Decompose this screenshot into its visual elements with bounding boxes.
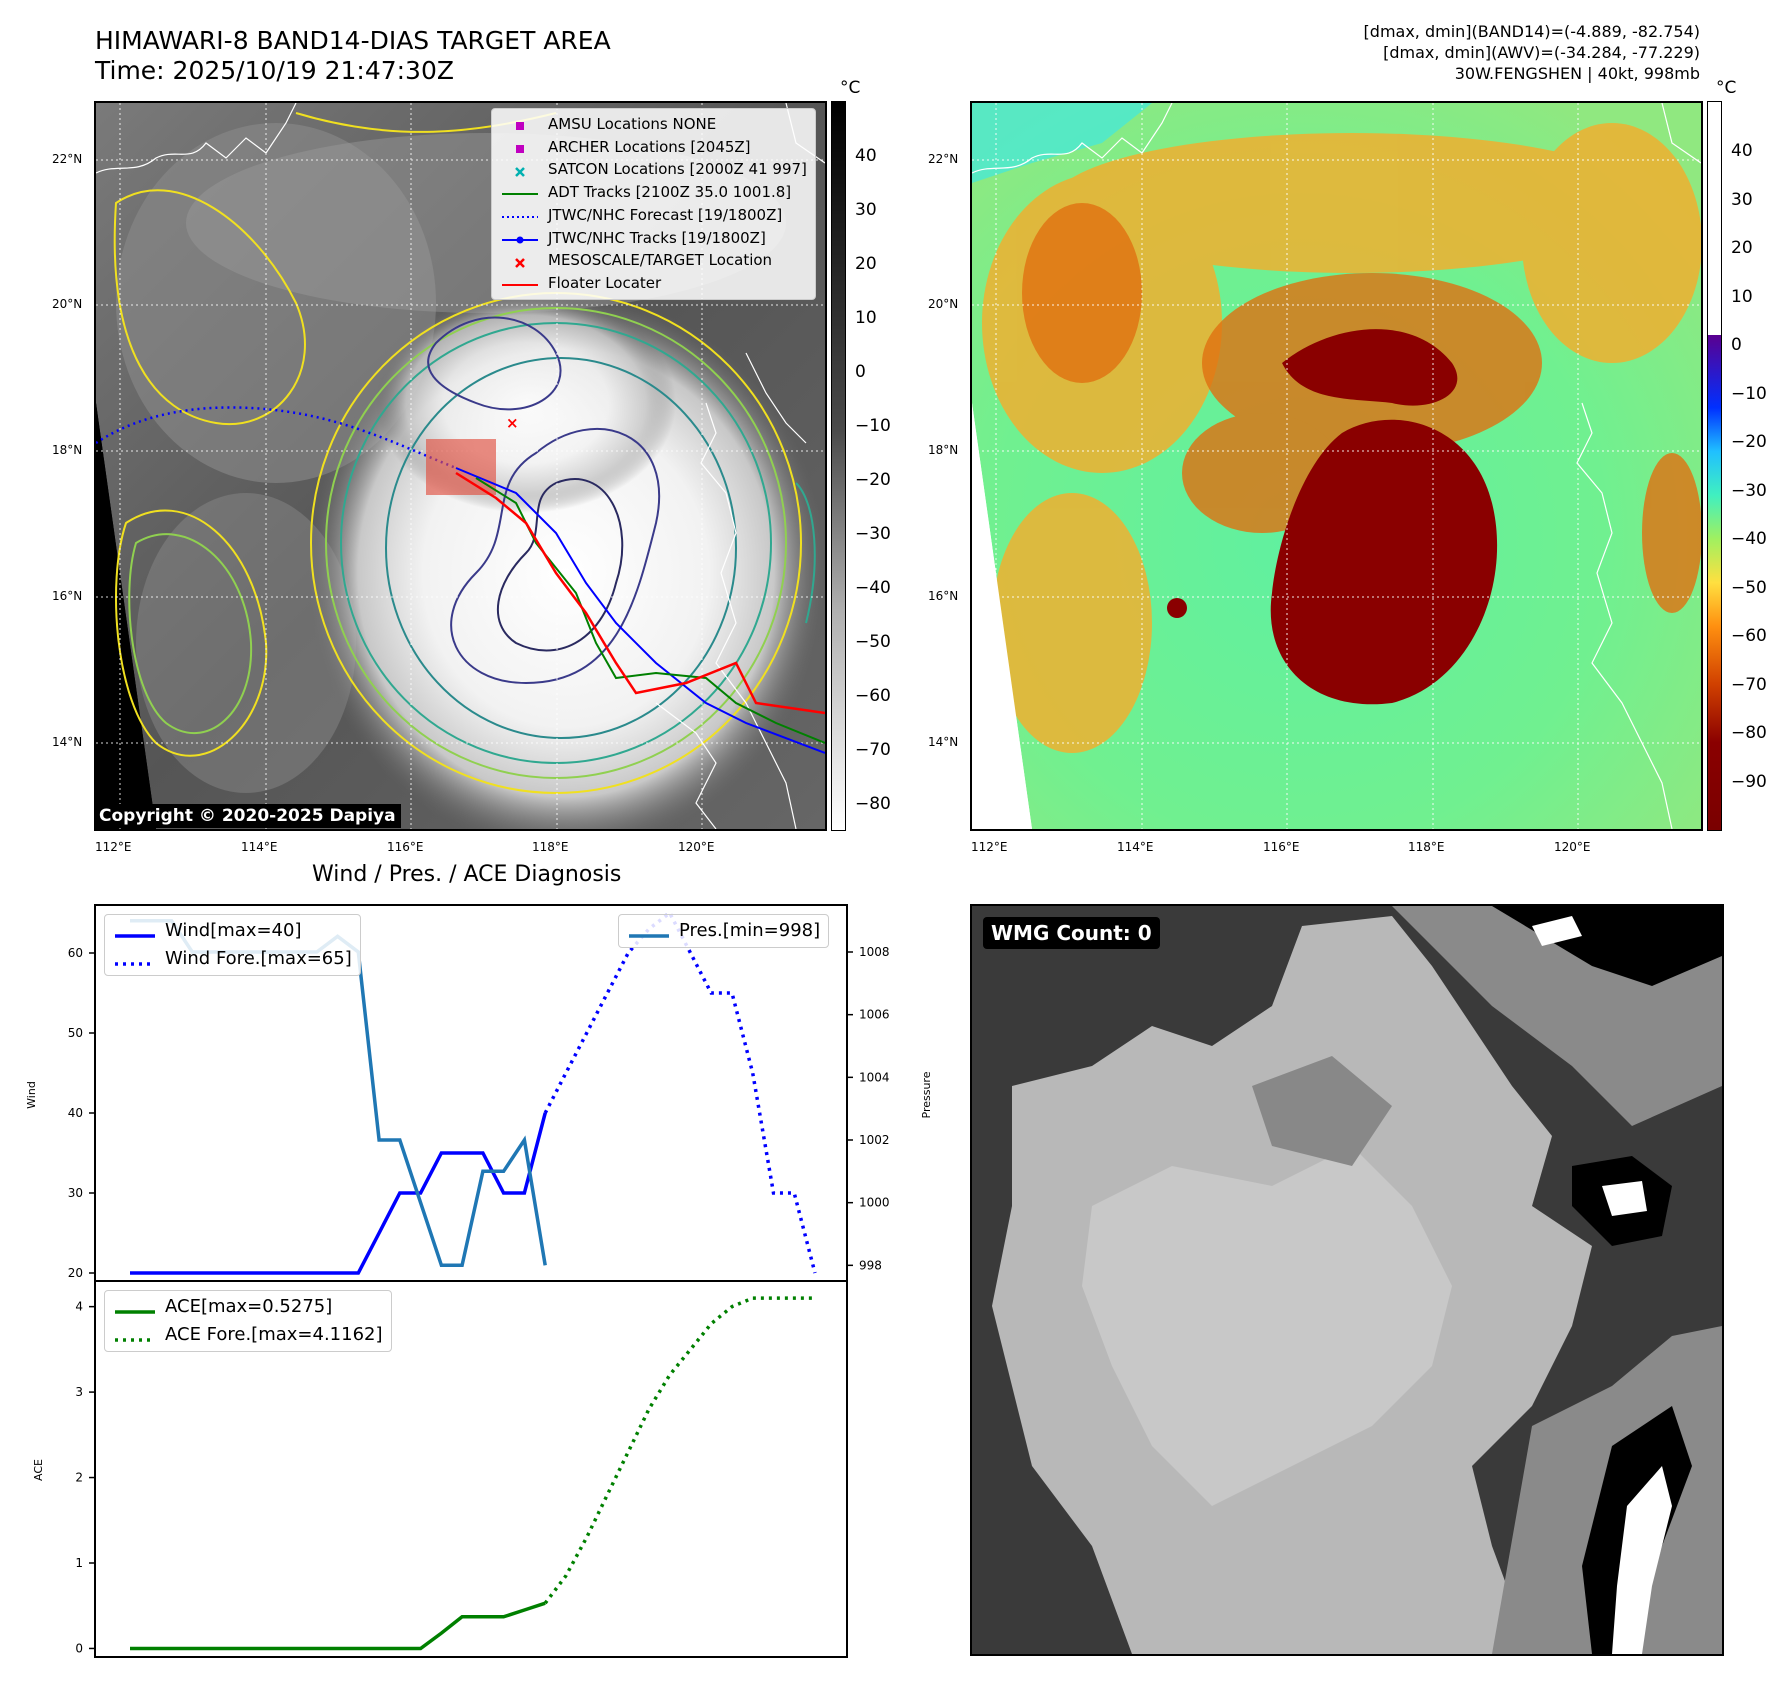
wind-tick-30: 30 xyxy=(68,1186,83,1200)
lat-label-22: 22°N xyxy=(52,152,83,166)
lat-label-20-right: 20°N xyxy=(928,297,959,311)
lon-label-118-right: 118°E xyxy=(1408,840,1445,854)
ace-ylabel: ACE xyxy=(32,1459,45,1481)
colorbar-right-unit: °C xyxy=(1716,78,1737,98)
ace-tick-4: 4 xyxy=(75,1300,83,1314)
ace-axes xyxy=(94,1280,848,1658)
lon-label-112: 112°E xyxy=(95,840,132,854)
lon-label-118: 118°E xyxy=(532,840,569,854)
colorbar-left xyxy=(831,101,846,831)
floater-box xyxy=(426,439,496,495)
lon-label-116-right: 116°E xyxy=(1263,840,1300,854)
colorbar-left-unit: °C xyxy=(840,78,861,98)
legend-adt: ADT Tracks [2100Z 35.0 1001.8] xyxy=(502,183,792,202)
awv-map-panel xyxy=(970,101,1703,831)
series-line-ace-forecast xyxy=(543,1296,815,1605)
ace-y-ticks: 0 1 2 3 4 xyxy=(75,1300,95,1655)
wmg-panel xyxy=(970,904,1724,1656)
legend-ace: ACE[max=0.5275] xyxy=(115,1296,333,1317)
diagnosis-title: Wind / Pres. / ACE Diagnosis xyxy=(312,862,622,887)
series-line-wind-forecast xyxy=(543,910,817,1274)
lon-label-116: 116°E xyxy=(387,840,424,854)
legend-archer: ARCHER Locations [2045Z] xyxy=(500,136,807,159)
pres-legend: Pres.[min=998] xyxy=(618,914,830,948)
lat-label-16: 16°N xyxy=(52,589,83,603)
legend-wind-fore: Wind Fore.[max=65] xyxy=(115,948,352,969)
lon-label-112-right: 112°E xyxy=(971,840,1008,854)
legend-pres: Pres.[min=998] xyxy=(629,920,821,941)
colorbar-right xyxy=(1707,101,1722,831)
wind-tick-60: 60 xyxy=(68,946,83,960)
lon-label-120-right: 120°E xyxy=(1554,840,1591,854)
lon-label-114: 114°E xyxy=(241,840,278,854)
ace-tick-3: 3 xyxy=(75,1385,83,1399)
lat-label-14: 14°N xyxy=(52,735,83,749)
colorbar-left-ticks: 40 30 20 10 0 −10 −20 −30 −40 −50 −60 −7… xyxy=(855,146,891,814)
pres-tick-1004: 1004 xyxy=(859,1070,890,1084)
figure-time: Time: 2025/10/19 21:47:30Z xyxy=(95,56,454,85)
legend-wind: Wind[max=40] xyxy=(115,920,302,941)
figure-title: HIMAWARI-8 BAND14-DIAS TARGET AREA xyxy=(95,26,611,55)
lat-label-20: 20°N xyxy=(52,297,83,311)
lon-label-114-right: 114°E xyxy=(1117,840,1154,854)
legend-amsu: AMSU Locations NONE xyxy=(500,113,807,136)
copyright-label: Copyright © 2020-2025 Dapiya xyxy=(94,804,401,828)
info-awv: [dmax, dmin](AWV)=(-34.284, -77.229) xyxy=(1383,43,1700,62)
lat-label-18: 18°N xyxy=(52,443,83,457)
legend-mesoscale: MESOSCALE/TARGET Location xyxy=(500,249,807,272)
wind-tick-50: 50 xyxy=(68,1026,83,1040)
lat-label-16-right: 16°N xyxy=(928,589,959,603)
legend-forecast: JTWC/NHC Forecast [19/1800Z] xyxy=(502,205,783,224)
pres-ylabel: Pressure xyxy=(920,1071,930,1118)
pres-tick-1006: 1006 xyxy=(859,1008,890,1022)
lat-label-22-right: 22°N xyxy=(928,152,959,166)
pres-tick-1000: 1000 xyxy=(859,1196,890,1210)
wind-y-ticks: 20 30 40 50 60 xyxy=(68,946,95,1280)
wind-ylabel: Wind xyxy=(25,1081,38,1109)
legend-jtwc: JTWC/NHC Tracks [19/1800Z] xyxy=(500,227,807,250)
jtwc-track xyxy=(455,467,825,754)
pres-tick-1008: 1008 xyxy=(859,945,890,959)
lat-label-14-right: 14°N xyxy=(928,735,959,749)
ace-tick-2: 2 xyxy=(75,1471,83,1485)
legend-floater: Floater Locater xyxy=(502,273,662,292)
wmg-image xyxy=(972,906,1722,1654)
ace-legend: ACE[max=0.5275] ACE Fore.[max=4.1162] xyxy=(104,1290,392,1352)
map-legend: AMSU Locations NONE ARCHER Locations [20… xyxy=(491,108,816,300)
pres-y-ticks: 998 1000 1002 1004 1006 1008 xyxy=(847,945,890,1272)
ace-tick-1: 1 xyxy=(75,1556,83,1570)
lon-label-120: 120°E xyxy=(678,840,715,854)
series-line-wind xyxy=(130,1112,547,1275)
lat-label-18-right: 18°N xyxy=(928,443,959,457)
series-line-ace xyxy=(130,1601,546,1651)
legend-satcon: SATCON Locations [2000Z 41 997] xyxy=(500,158,807,181)
colorbar-right-ticks: 40 30 20 10 0 −10 −20 −30 −40 −50 −60 −7… xyxy=(1731,141,1767,792)
legend-ace-fore: ACE Fore.[max=4.1162] xyxy=(115,1324,383,1345)
wind-tick-20: 20 xyxy=(68,1266,83,1280)
info-band14: [dmax, dmin](BAND14)=(-4.889, -82.754) xyxy=(1363,22,1700,41)
target-marker: × xyxy=(506,414,519,432)
diagnosis-chart: 20 30 40 50 60 998 1000 1002 1004 1006 1008 0 1 2 3 4… xyxy=(25,904,930,1658)
wmg-count-badge: WMG Count: 0 xyxy=(983,917,1160,949)
info-storm: 30W.FENGSHEN | 40kt, 998mb xyxy=(1454,64,1700,83)
wind-tick-40: 40 xyxy=(68,1106,83,1120)
pres-tick-998: 998 xyxy=(859,1258,882,1272)
pres-tick-1002: 1002 xyxy=(859,1133,890,1147)
wind-legend: Wind[max=40] Wind Fore.[max=65] xyxy=(104,914,361,976)
awv-map-image xyxy=(972,103,1701,829)
floater-track xyxy=(455,471,825,715)
ace-tick-0: 0 xyxy=(75,1641,83,1655)
